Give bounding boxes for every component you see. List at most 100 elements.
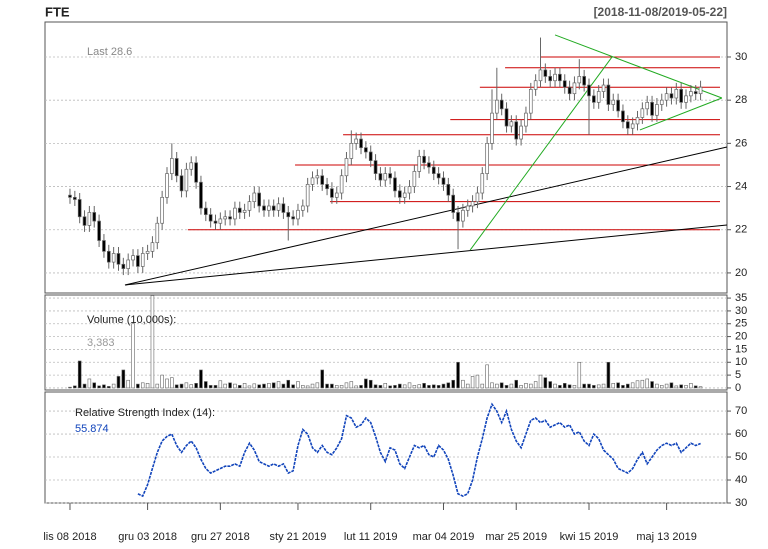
candle-body bbox=[553, 73, 557, 82]
candle-body bbox=[150, 242, 155, 252]
candle-body bbox=[698, 86, 703, 95]
candle-body bbox=[286, 212, 291, 218]
volume-bar bbox=[567, 384, 572, 389]
volume-bar bbox=[267, 383, 271, 389]
volume-bar bbox=[451, 379, 455, 389]
rsi-line bbox=[137, 402, 701, 498]
volume-bar bbox=[97, 385, 101, 389]
volume-label: Volume (10,000s): bbox=[87, 314, 176, 326]
rsi-last: 55.874 bbox=[75, 423, 109, 435]
volume-bar bbox=[436, 385, 441, 389]
candle-body bbox=[334, 192, 339, 198]
candle-body bbox=[577, 76, 582, 84]
volume-bar bbox=[301, 385, 305, 389]
volume-bar bbox=[155, 383, 160, 389]
volume-bar bbox=[514, 379, 518, 389]
candle-body bbox=[572, 82, 577, 95]
candle-body bbox=[538, 69, 543, 82]
candle-body bbox=[611, 99, 616, 105]
volume-bar bbox=[475, 374, 480, 389]
y-tick-label: 25 bbox=[735, 318, 747, 330]
candle-body bbox=[514, 121, 519, 140]
rsi-label: Relative Strength Index (14): bbox=[75, 407, 215, 419]
volume-bar bbox=[388, 385, 392, 389]
candle-body bbox=[398, 190, 402, 198]
y-tick-label: 15 bbox=[735, 343, 747, 355]
volume-bar bbox=[509, 383, 514, 389]
volume-bar bbox=[354, 385, 358, 389]
volume-bar bbox=[126, 379, 130, 389]
candle-body bbox=[354, 138, 358, 144]
last-price: Last 28.6 bbox=[87, 46, 132, 58]
candle-body bbox=[165, 173, 169, 198]
candle-body bbox=[664, 93, 669, 101]
candle-body bbox=[562, 80, 567, 88]
volume-bar bbox=[247, 385, 252, 389]
candle-body bbox=[465, 205, 470, 211]
y-tick-label: 30 bbox=[735, 51, 747, 63]
candle-body bbox=[68, 194, 72, 198]
volume-bar bbox=[456, 361, 460, 389]
candle-body bbox=[208, 214, 213, 222]
volume-bar bbox=[461, 379, 465, 389]
volume-bar bbox=[204, 381, 208, 389]
y-tick-label: 60 bbox=[735, 428, 747, 440]
y-tick-label: 30 bbox=[735, 305, 747, 317]
volume-bar bbox=[601, 383, 606, 389]
candle-body bbox=[693, 91, 698, 95]
volume-bar bbox=[233, 383, 237, 389]
volume-bar bbox=[320, 369, 324, 389]
candle-body bbox=[427, 162, 431, 168]
volume-bar bbox=[218, 380, 223, 389]
volume-bar bbox=[553, 383, 557, 389]
candle-body bbox=[373, 160, 378, 174]
volume-bar bbox=[558, 385, 562, 389]
candle-body bbox=[194, 162, 198, 183]
volume-bar bbox=[490, 382, 494, 389]
candle-body bbox=[388, 173, 392, 179]
volume-bar bbox=[616, 382, 620, 389]
volume-bar bbox=[422, 383, 426, 389]
volume-bar bbox=[393, 385, 397, 389]
candle-body bbox=[92, 212, 97, 222]
candle-body bbox=[582, 76, 586, 86]
volume-bar bbox=[669, 382, 674, 389]
candle-body bbox=[412, 171, 417, 187]
volume-bar bbox=[73, 385, 77, 389]
volume-bar bbox=[82, 383, 87, 389]
candle-body bbox=[567, 86, 572, 95]
volume-bar bbox=[465, 383, 470, 389]
candle-body bbox=[296, 209, 300, 220]
volume-bar bbox=[77, 360, 82, 389]
volume-bar bbox=[276, 381, 281, 389]
candle-body bbox=[402, 192, 407, 198]
volume-bar bbox=[111, 383, 116, 389]
candle-body bbox=[378, 173, 383, 181]
candle-body bbox=[407, 186, 412, 194]
candle-body bbox=[655, 104, 659, 116]
volume-bar bbox=[325, 383, 329, 389]
x-tick-label: mar 04 2019 bbox=[413, 531, 475, 543]
candle-body bbox=[116, 253, 121, 265]
candle-body bbox=[451, 194, 455, 213]
candle-body bbox=[131, 255, 135, 261]
trend-line bbox=[124, 146, 728, 286]
x-tick-label: sty 21 2019 bbox=[270, 531, 327, 543]
candle-body bbox=[422, 155, 426, 164]
candle-body bbox=[364, 147, 368, 153]
volume-bar bbox=[626, 383, 630, 389]
candle-body bbox=[179, 175, 184, 192]
volume-bar bbox=[587, 383, 591, 389]
y-tick-label: 20 bbox=[735, 331, 747, 343]
candle-body bbox=[625, 121, 630, 129]
candle-body bbox=[237, 207, 242, 213]
candle-body bbox=[77, 199, 82, 218]
candle-body bbox=[170, 158, 174, 174]
volume-bar bbox=[470, 376, 475, 389]
volume-bar bbox=[116, 376, 121, 389]
candle-body bbox=[82, 216, 87, 226]
volume-bar bbox=[495, 383, 499, 389]
volume-bar bbox=[330, 383, 334, 389]
y-tick-label: 5 bbox=[735, 369, 741, 381]
volume-bar bbox=[441, 383, 446, 389]
